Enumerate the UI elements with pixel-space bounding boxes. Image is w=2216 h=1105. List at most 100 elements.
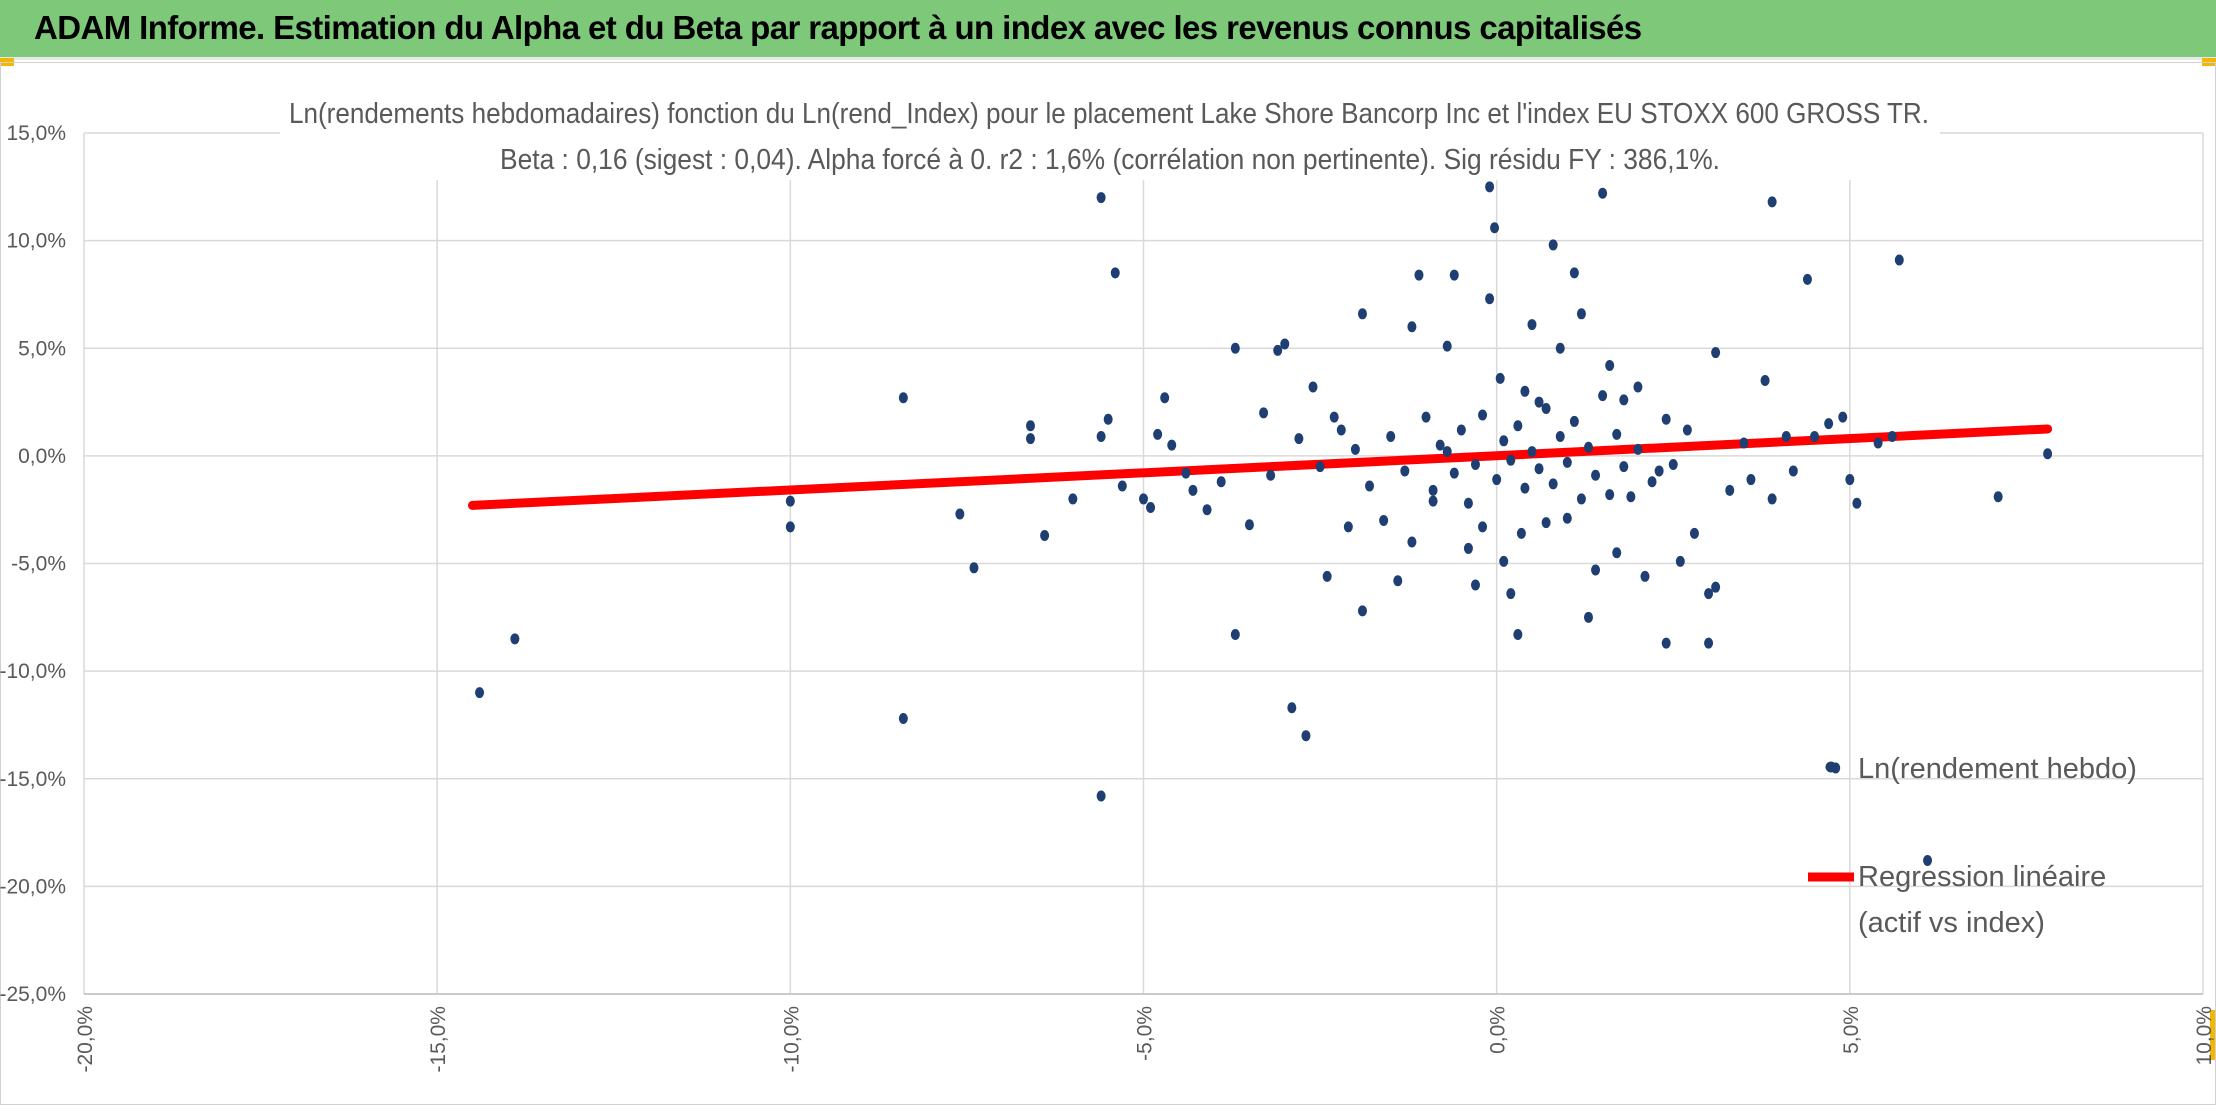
data-point <box>1470 458 1480 470</box>
corner-marker-right-edge <box>2210 1010 2216 1060</box>
data-point <box>1110 267 1120 279</box>
data-point <box>1838 411 1848 423</box>
data-point <box>510 633 520 645</box>
data-point <box>1230 342 1240 354</box>
legend-label-regression-line2: (actif vs index) <box>1858 907 2045 939</box>
data-point <box>1259 407 1269 419</box>
data-point <box>1591 564 1601 576</box>
data-point <box>1725 484 1735 496</box>
data-point <box>1153 428 1163 440</box>
data-point <box>1852 497 1862 509</box>
legend: Ln(rendement hebdo) Regression linéaire … <box>1808 753 2137 939</box>
data-point <box>1612 428 1622 440</box>
data-point <box>1548 239 1558 251</box>
data-point <box>1767 196 1777 208</box>
data-point <box>1810 431 1820 443</box>
data-point <box>1407 536 1417 548</box>
title-backdrop <box>280 88 1940 180</box>
data-point <box>1266 469 1276 481</box>
data-point <box>1485 293 1495 305</box>
data-point <box>1244 519 1254 531</box>
x-tick-label: 10,0% <box>2193 1006 2216 1066</box>
data-point <box>1583 611 1593 623</box>
data-point <box>1541 403 1551 415</box>
data-point <box>1661 637 1671 649</box>
data-point <box>1096 431 1106 443</box>
data-point <box>898 392 908 404</box>
x-tick-label: 0,0% <box>1487 1006 1510 1054</box>
report-title: ADAM Informe. Estimation du Alpha et du … <box>34 9 1642 46</box>
data-point <box>1781 431 1791 443</box>
data-point <box>1435 439 1445 451</box>
data-point <box>1520 385 1530 397</box>
data-point <box>898 712 908 724</box>
data-point <box>1711 347 1721 359</box>
y-tick-label: -15,0% <box>0 768 66 791</box>
data-point <box>1478 521 1488 533</box>
data-point <box>1160 392 1170 404</box>
data-point <box>1704 588 1714 600</box>
data-point <box>1428 495 1438 507</box>
data-point <box>1506 454 1516 466</box>
data-point <box>1675 555 1685 567</box>
data-point <box>1202 504 1212 516</box>
data-point <box>1894 254 1904 266</box>
data-point <box>1873 437 1883 449</box>
data-point <box>1490 222 1500 234</box>
data-point <box>1689 527 1699 539</box>
data-point <box>1329 411 1339 423</box>
y-tick-label: -25,0% <box>0 983 66 1006</box>
data-point <box>1181 467 1191 479</box>
axes: -20,0% -15,0% -10,0% -5,0% 0,0% 5,0% 10,0% 15,0… <box>0 122 2216 1073</box>
legend-label-regression: Regression linéaire (actif vs index) <box>1858 861 2114 939</box>
data-point <box>1478 409 1488 421</box>
data-point <box>1583 441 1593 453</box>
data-point <box>1463 497 1473 509</box>
data-point <box>1541 517 1551 529</box>
data-point <box>1654 465 1664 477</box>
data-point <box>1612 547 1622 559</box>
data-point <box>1485 181 1495 193</box>
y-tick-label: 15,0% <box>6 122 66 145</box>
data-point <box>1605 359 1615 371</box>
regression-line-layer <box>467 424 2053 510</box>
data-point <box>1357 605 1367 617</box>
y-tick-label: 10,0% <box>6 230 66 253</box>
data-point <box>1520 482 1530 494</box>
data-point <box>1146 502 1156 514</box>
y-tick-label: 5,0% <box>18 337 66 360</box>
data-point <box>1923 855 1933 867</box>
data-point <box>1576 308 1586 320</box>
data-point <box>1845 474 1855 486</box>
chart-title: Ln(rendements hebdomadaires) fonction du… <box>289 98 1929 130</box>
data-point <box>1499 435 1509 447</box>
data-point <box>1527 319 1537 331</box>
data-point <box>1802 273 1812 285</box>
data-point <box>1619 394 1629 406</box>
data-point <box>1301 730 1311 742</box>
data-point <box>1336 424 1346 436</box>
data-point <box>1167 439 1177 451</box>
x-tick-label: -15,0% <box>427 1006 450 1073</box>
data-point <box>1605 489 1615 501</box>
data-point <box>1096 790 1106 802</box>
data-point <box>1569 415 1579 427</box>
data-point <box>1103 413 1113 425</box>
data-point <box>1393 575 1403 587</box>
data-point <box>1626 491 1636 503</box>
data-point <box>1322 570 1332 582</box>
title-banner: ADAM Informe. Estimation du Alpha et du … <box>0 0 2216 60</box>
scatter-points <box>475 181 2053 867</box>
data-point <box>1456 424 1466 436</box>
data-point <box>1442 446 1452 458</box>
data-point <box>1096 192 1106 204</box>
data-point <box>1746 474 1756 486</box>
data-point <box>1492 474 1502 486</box>
data-point <box>1548 478 1558 490</box>
legend-label-regression-line1: Regression linéaire <box>1858 861 2106 893</box>
data-point <box>1287 702 1297 714</box>
data-point <box>1343 521 1353 533</box>
chart-subtitle: Beta : 0,16 (sigest : 0,04). Alpha forcé… <box>500 144 1720 176</box>
data-point <box>1365 480 1375 492</box>
data-point <box>969 562 979 574</box>
